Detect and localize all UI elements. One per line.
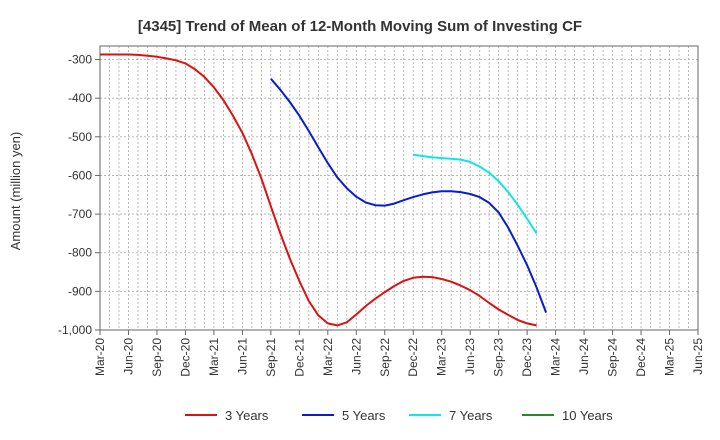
y-tick-label: -500: [68, 130, 92, 144]
y-tick-label: -300: [68, 53, 92, 67]
x-tick-label: Dec-22: [406, 338, 420, 377]
x-tick-label: Mar-24: [549, 338, 563, 376]
y-axis-label: Amount (million yen): [8, 132, 23, 251]
x-tick-label: Sep-21: [264, 338, 278, 377]
legend-label-5-years: 5 Years: [342, 408, 386, 423]
x-tick-label: Jun-25: [691, 338, 705, 375]
chart-title: [4345] Trend of Mean of 12-Month Moving …: [138, 18, 582, 35]
x-tick-label: Dec-23: [520, 338, 534, 377]
y-tick-label: -800: [68, 246, 92, 260]
plot-frame: [99, 45, 699, 331]
x-tick-label: Jun-22: [349, 338, 363, 375]
x-tick-label: Mar-21: [207, 338, 221, 376]
y-axis-ticks: -300 -400 -500 -600 -700 -800 -900 -1,000: [58, 53, 100, 337]
x-tick-label: Jun-23: [463, 338, 477, 375]
x-tick-label: Mar-25: [663, 338, 677, 376]
x-tick-label: Mar-20: [93, 338, 107, 376]
legend-label-10-years: 10 Years: [562, 408, 613, 423]
y-tick-label: -400: [68, 91, 92, 105]
series-lines: [100, 53, 548, 327]
legend: 3 Years 5 Years 7 Years 10 Years: [185, 408, 613, 423]
x-tick-label: Sep-24: [606, 338, 620, 377]
y-tick-label: -600: [68, 168, 92, 182]
series-line-7-years: [413, 153, 538, 234]
x-tick-label: Sep-22: [378, 338, 392, 377]
x-tick-label: Mar-22: [321, 338, 335, 376]
x-tick-label: Dec-20: [178, 338, 192, 377]
legend-label-3-years: 3 Years: [225, 408, 269, 423]
x-tick-label: Dec-24: [634, 338, 648, 377]
x-tick-label: Jun-24: [577, 338, 591, 375]
y-tick-label: -1,000: [58, 323, 92, 337]
x-tick-label: Jun-20: [121, 338, 135, 375]
series-line-5-years: [270, 78, 548, 313]
x-tick-label: Sep-20: [150, 338, 164, 377]
x-tick-label: Jun-21: [235, 338, 249, 375]
x-tick-label: Sep-23: [492, 338, 506, 377]
legend-label-7-years: 7 Years: [449, 408, 493, 423]
x-tick-label: Dec-21: [292, 338, 306, 377]
series-line-3-years: [100, 53, 537, 327]
x-axis-ticks: Mar-20 Jun-20 Sep-20 Dec-20 Mar-21 Jun-21 Sep-…: [93, 330, 705, 377]
y-tick-label: -900: [68, 284, 92, 298]
y-tick-label: -700: [68, 207, 92, 221]
x-tick-label: Mar-23: [435, 338, 449, 376]
gridlines: [99, 46, 699, 331]
